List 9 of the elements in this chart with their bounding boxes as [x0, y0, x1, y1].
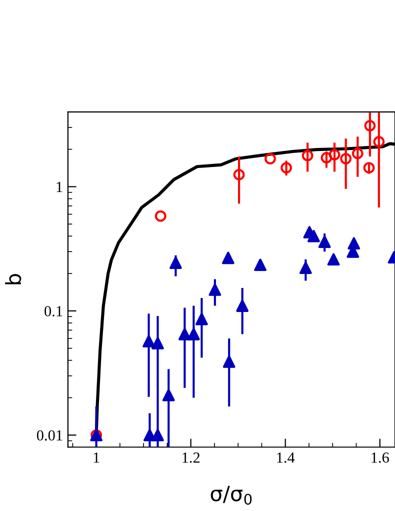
x-tick-label: 1.4	[277, 452, 295, 463]
y-axis-title: b	[5, 274, 22, 284]
x-axis-title: σ/σ$_{0}$	[210, 486, 252, 505]
x-tick-label: 1	[94, 452, 100, 463]
y-tick-label: 0.01	[36, 430, 62, 441]
x-tick-label: 1.2	[182, 452, 200, 463]
x-tick-label: 1.6	[372, 452, 389, 463]
y-tick-label: 1	[56, 182, 62, 192]
y-tick-label: 0.1	[44, 306, 62, 316]
